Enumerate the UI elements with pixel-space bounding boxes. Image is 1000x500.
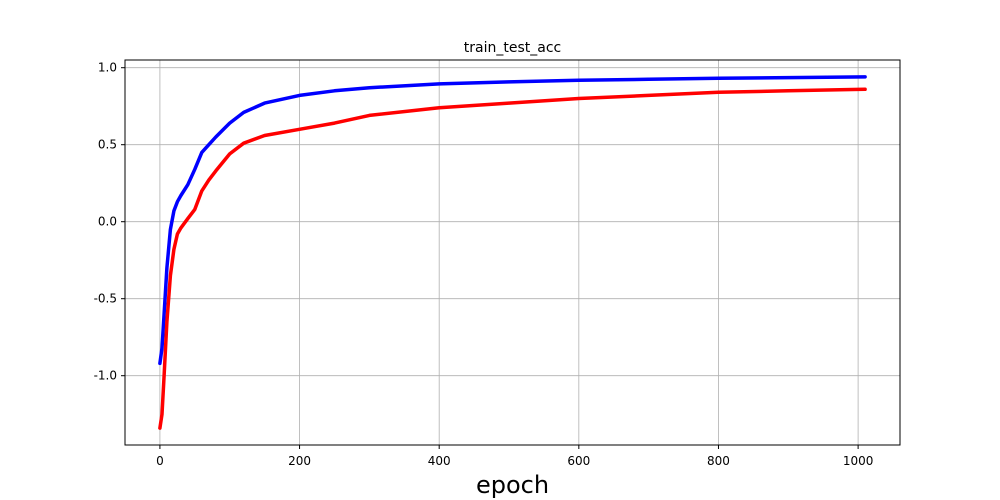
x-tick-label: 400 xyxy=(428,454,451,468)
chart-title: train_test_acc xyxy=(464,40,561,56)
x-tick-label: 200 xyxy=(288,454,311,468)
plot-frame xyxy=(124,59,901,446)
y-tick-label: -1.0 xyxy=(94,369,117,383)
series-line-2 xyxy=(158,87,867,430)
x-tick-label: 0 xyxy=(156,454,164,468)
grid xyxy=(125,60,900,445)
x-axis-label: epoch xyxy=(476,471,549,499)
y-axis: -1.0 -0.5 0.0 0.5 1.0 xyxy=(94,61,125,383)
x-tick-label: 600 xyxy=(567,454,590,468)
y-tick-label: 0.5 xyxy=(98,138,117,152)
x-axis: 0 200 400 600 800 1000 xyxy=(156,445,873,468)
series-group xyxy=(158,75,867,430)
series-line-1 xyxy=(158,75,867,366)
x-tick-label: 1000 xyxy=(843,454,874,468)
y-tick-label: 1.0 xyxy=(98,61,117,75)
x-tick-label: 800 xyxy=(707,454,730,468)
y-tick-label: 0.0 xyxy=(98,215,117,229)
y-tick-label: -0.5 xyxy=(94,292,117,306)
